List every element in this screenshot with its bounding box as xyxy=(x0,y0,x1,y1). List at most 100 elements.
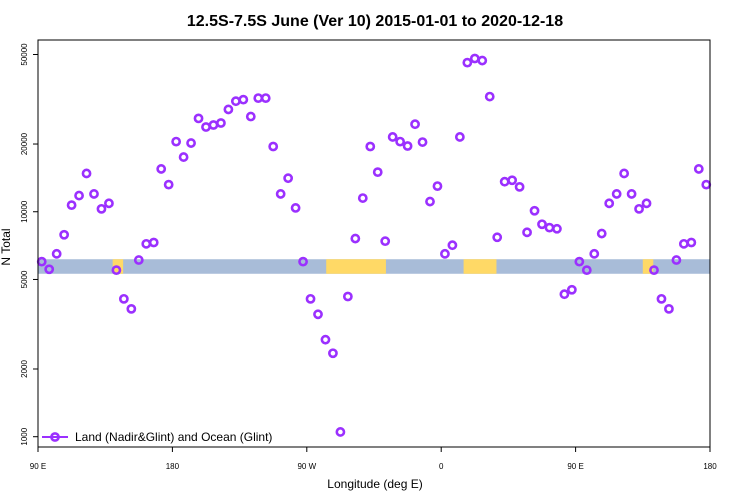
y-tick-label: 1000 xyxy=(20,427,29,445)
data-point xyxy=(641,198,652,209)
data-points xyxy=(36,53,712,437)
y-tick-label: 5000 xyxy=(20,270,29,288)
data-point xyxy=(671,255,682,265)
data-point xyxy=(126,303,137,314)
data-point xyxy=(507,175,518,186)
data-point xyxy=(89,189,99,199)
data-point xyxy=(320,334,331,345)
data-point xyxy=(499,176,510,187)
data-point xyxy=(186,138,196,148)
data-point xyxy=(201,122,211,132)
data-point xyxy=(686,237,697,248)
data-point xyxy=(514,181,525,192)
data-point xyxy=(156,164,167,174)
coverage-band xyxy=(38,259,710,274)
data-point xyxy=(596,228,607,239)
y-tick-label: 10000 xyxy=(20,200,29,223)
data-point xyxy=(59,229,70,240)
y-axis: 1000 2000 5000 10000 20000 50000 xyxy=(20,43,38,446)
data-point xyxy=(148,237,159,248)
data-point xyxy=(611,189,622,199)
data-point xyxy=(492,232,503,243)
data-point xyxy=(74,190,84,201)
x-tick-label: 90 E xyxy=(30,462,46,471)
plot-frame xyxy=(37,39,711,448)
data-point xyxy=(260,93,271,104)
data-point xyxy=(223,104,234,115)
data-point xyxy=(111,265,122,276)
x-axis: 90 E 180 90 W 0 90 E 180 xyxy=(30,447,717,471)
data-point xyxy=(552,223,562,234)
data-point xyxy=(365,141,376,152)
land-band-segment xyxy=(326,259,386,274)
data-point xyxy=(529,205,540,216)
legend-label: Land (Nadir&Glint) and Ocean (Glint) xyxy=(75,430,272,444)
data-point xyxy=(372,167,383,178)
data-point xyxy=(171,136,182,147)
data-point xyxy=(133,255,144,265)
data-point xyxy=(342,291,353,302)
legend: Land (Nadir&Glint) and Ocean (Glint) xyxy=(42,430,272,444)
data-point xyxy=(484,91,495,102)
data-point xyxy=(693,164,704,174)
x-tick-label: 180 xyxy=(166,462,180,471)
data-point xyxy=(469,53,480,64)
data-point xyxy=(454,132,465,142)
data-point xyxy=(268,141,279,152)
data-point xyxy=(238,94,249,105)
y-tick-label: 20000 xyxy=(20,132,29,155)
data-point xyxy=(335,427,346,437)
data-point xyxy=(604,198,615,209)
data-point xyxy=(357,193,368,203)
data-point xyxy=(626,189,637,199)
data-point xyxy=(447,240,458,251)
data-point xyxy=(163,179,174,190)
x-tick-label: 180 xyxy=(703,462,717,471)
data-point xyxy=(440,248,450,259)
data-point xyxy=(178,152,189,162)
data-point xyxy=(387,132,398,142)
data-point xyxy=(245,111,256,122)
data-point xyxy=(619,168,630,179)
data-point xyxy=(283,173,294,184)
y-tick-label: 2000 xyxy=(20,360,29,378)
data-point xyxy=(208,120,219,130)
data-point xyxy=(230,96,241,107)
data-point xyxy=(118,293,129,304)
data-point xyxy=(574,256,585,267)
data-point xyxy=(290,203,301,213)
data-point xyxy=(589,248,600,259)
data-point xyxy=(275,189,286,199)
y-tick-label: 50000 xyxy=(20,43,29,66)
data-point xyxy=(701,179,712,190)
data-point xyxy=(432,181,443,192)
data-point xyxy=(298,256,308,267)
x-tick-label: 90 E xyxy=(567,462,583,471)
data-point xyxy=(425,196,435,207)
data-point xyxy=(410,119,420,130)
data-point xyxy=(81,168,92,179)
data-point xyxy=(559,289,570,300)
data-point xyxy=(402,141,413,151)
data-point xyxy=(305,293,316,304)
data-point xyxy=(544,222,555,233)
data-point xyxy=(649,265,659,276)
data-point xyxy=(350,233,361,244)
data-point xyxy=(477,55,488,66)
data-point xyxy=(380,236,391,247)
data-point xyxy=(581,265,592,276)
data-point xyxy=(522,227,532,238)
data-point xyxy=(656,293,667,304)
data-point xyxy=(328,348,338,359)
chart-title: 12.5S-7.5S June (Ver 10) 2015-01-01 to 2… xyxy=(187,13,563,30)
data-point xyxy=(537,219,547,230)
land-band-segment xyxy=(642,259,654,274)
data-point xyxy=(417,137,428,147)
data-point xyxy=(96,203,107,214)
data-point xyxy=(313,309,323,320)
data-point xyxy=(664,303,674,314)
data-point xyxy=(141,238,152,249)
data-point xyxy=(66,200,77,211)
data-point xyxy=(104,198,114,209)
